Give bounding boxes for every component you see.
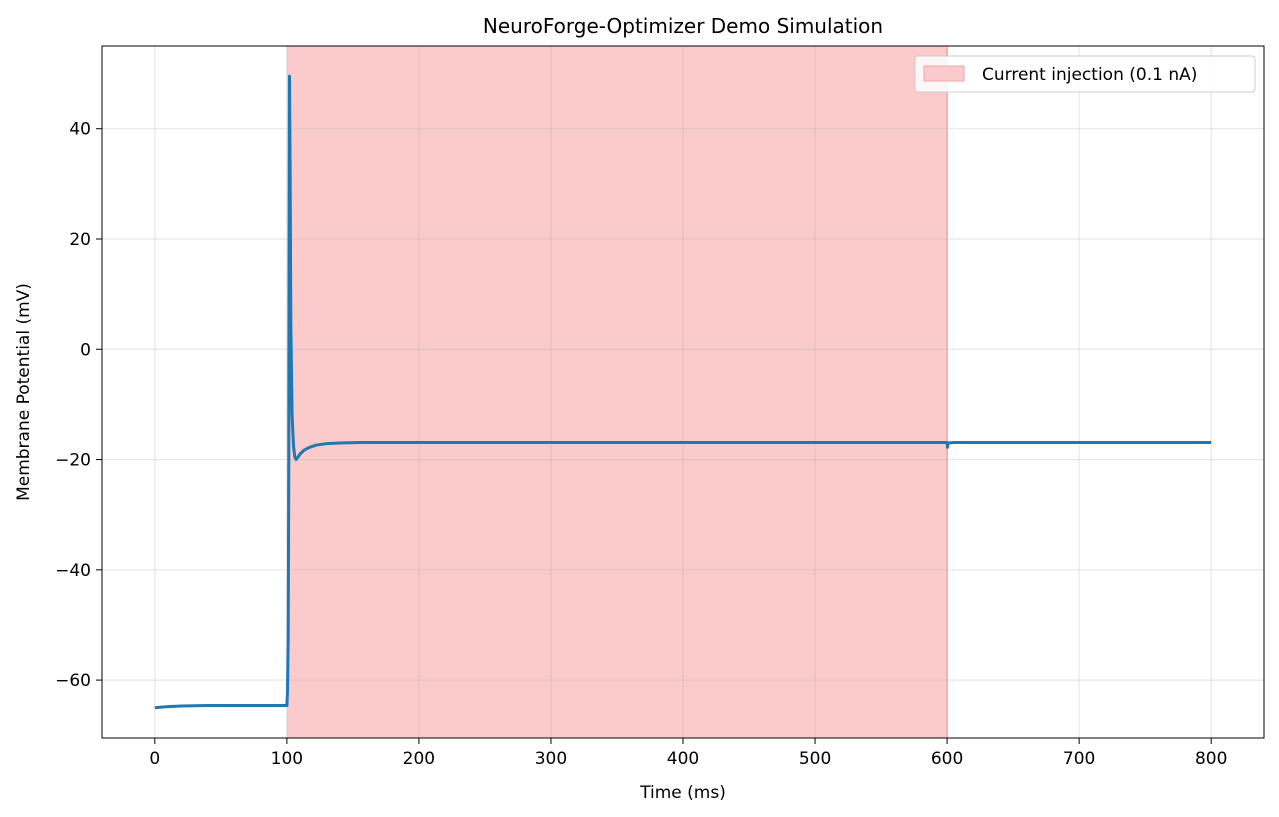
y-axis: −60 −40 −20 0 20 40 [55,120,102,691]
y-axis-label: Membrane Potential (mV) [14,283,34,501]
shaded-region [286,46,948,738]
series-line [154,74,1212,710]
x-tick-label: 700 [1063,749,1095,769]
y-tick-label: −40 [55,561,91,581]
y-tick-label: −60 [55,671,91,691]
plot-area [101,45,1265,739]
x-axis: 0 100 200 300 400 500 600 700 800 [149,738,1227,769]
legend-swatch [923,65,965,82]
legend-box [914,55,1256,93]
x-tick-label: 800 [1195,749,1227,769]
x-tick-label: 600 [931,749,963,769]
x-tick-label: 300 [535,749,567,769]
x-tick-label: 0 [149,749,160,769]
x-tick-label: 200 [403,749,435,769]
legend-label: Current injection (0.1 nA) [982,65,1197,85]
x-axis-label: Time (ms) [639,783,726,803]
chart-title: NeuroForge-Optimizer Demo Simulation [483,14,883,38]
x-tick-label: 100 [271,749,303,769]
x-tick-label: 400 [667,749,699,769]
legend: Current injection (0.1 nA) [914,55,1256,93]
y-tick-label: −20 [55,451,91,471]
x-tick-label: 500 [799,749,831,769]
y-tick-label: 0 [80,340,91,360]
y-tick-label: 20 [69,230,91,250]
y-tick-label: 40 [69,120,91,140]
